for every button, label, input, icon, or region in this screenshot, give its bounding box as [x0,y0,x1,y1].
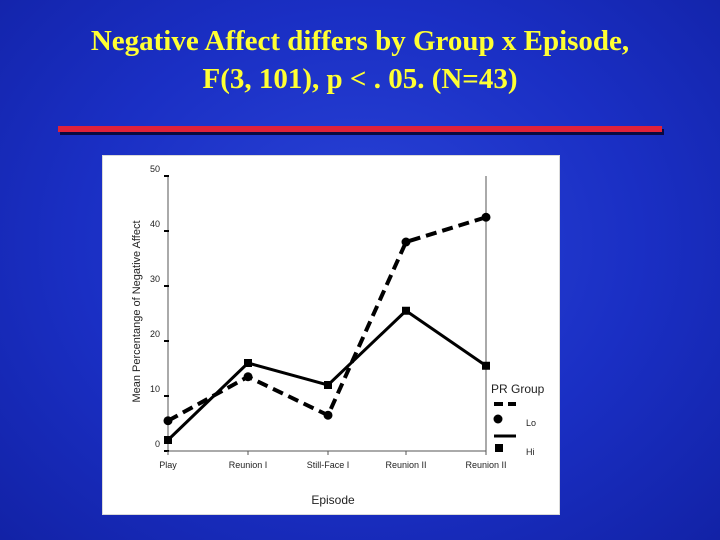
data-point-lo [481,212,491,222]
legend-lo-label: Lo [526,418,536,428]
y-tick-label: 10 [150,384,160,394]
data-point-hi [402,306,410,315]
data-point-lo [243,372,253,382]
legend-lo-marker [493,414,503,424]
series-line-lo [167,215,487,423]
data-point-hi [324,381,332,389]
x-tick-label: Reunion I [229,460,268,470]
slide-title-line-2: F(3, 101), p < . 05. (N=43) [202,63,518,95]
data-point-lo [163,416,173,426]
y-tick-label: 0 [155,439,160,449]
data-point-hi [164,436,172,444]
data-point-lo [323,410,333,420]
legend-hi-marker [495,444,503,452]
y-tick-label: 20 [150,329,160,339]
x-axis-title: Episode [311,493,355,507]
x-tick-label: Reunion II [465,460,506,470]
slide-title: Negative Affect differs by Group x Episo… [0,22,720,98]
data-point-lo [401,237,411,247]
series-line-hi [166,309,487,442]
legend-title: PR Group [491,382,545,396]
y-tick-label: 50 [150,164,160,174]
y-tick-label: 30 [150,274,160,284]
data-point-hi [482,361,490,370]
legend-hi-label: Hi [526,447,535,457]
slide-title-line-1: Negative Affect differs by Group x Episo… [90,25,630,57]
line-chart: 0 10 20 30 40 50 Play Reunion I Still-Face I Reun… [131,164,545,507]
data-point-hi [244,359,252,367]
x-tick-label: Still-Face I [307,460,350,470]
x-tick-label: Play [159,460,177,470]
y-tick-label: 40 [150,219,160,229]
x-tick-label: Reunion II [385,460,426,470]
chart-panel: 0 10 20 30 40 50 Play Reunion I Still-Face I Reun… [102,155,560,515]
title-divider [58,126,662,132]
y-axis-title: Mean Percentange of Negative Affect [131,220,143,402]
